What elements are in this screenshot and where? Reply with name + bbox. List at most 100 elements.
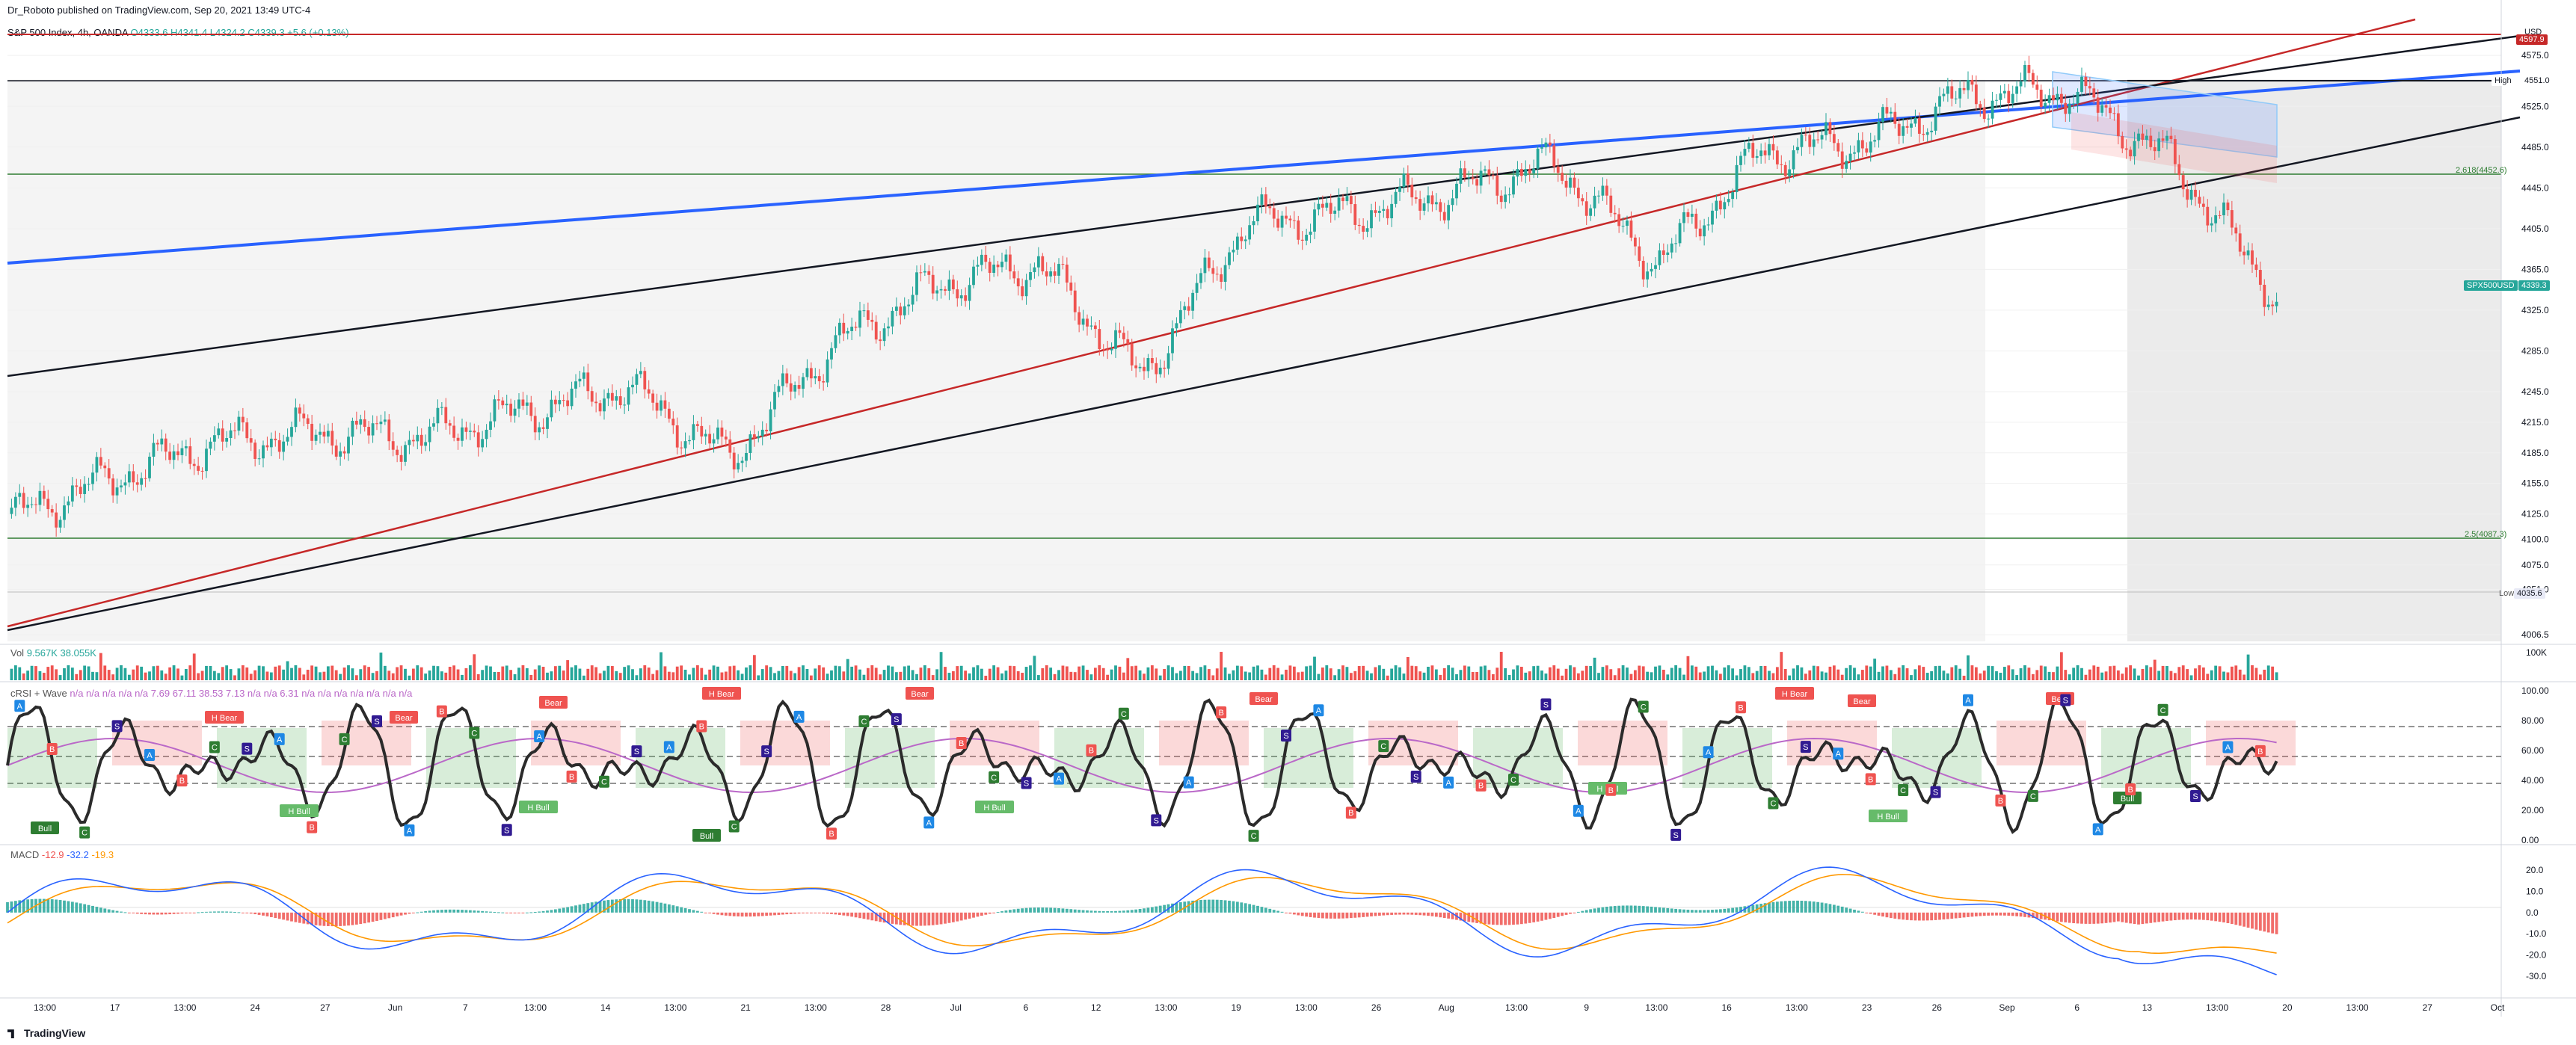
macd-hist-bar	[428, 910, 431, 913]
signal-marker-a[interactable]: A	[1833, 747, 1844, 760]
signal-marker-b[interactable]: B	[46, 742, 58, 755]
signal-marker-s[interactable]: S	[2060, 694, 2071, 706]
signal-marker-c[interactable]: C	[1638, 700, 1649, 713]
signal-marker-a[interactable]: A	[923, 816, 935, 829]
signal-marker-b[interactable]: B	[1736, 701, 1746, 714]
signal-marker-a[interactable]: A	[144, 748, 155, 761]
signal-marker-b[interactable]: B	[1995, 794, 2006, 807]
signal-marker-s[interactable]: S	[2190, 789, 2201, 802]
signal-marker-s[interactable]: S	[1930, 786, 1941, 798]
signal-marker-c[interactable]: C	[209, 741, 220, 753]
signal-marker-a[interactable]: A	[2092, 823, 2103, 836]
signal-marker-a[interactable]: A	[1573, 804, 1584, 817]
signal-marker-a[interactable]: A	[663, 741, 674, 753]
signal-marker-a[interactable]: A	[1054, 772, 1064, 785]
signal-marker-a[interactable]: A	[404, 824, 415, 836]
signal-marker-s[interactable]: S	[1670, 828, 1682, 841]
signal-marker-b[interactable]: B	[2125, 783, 2136, 795]
signal-marker-c[interactable]: C	[858, 715, 870, 727]
signal-marker-a[interactable]: A	[1443, 776, 1454, 789]
signal-marker-c[interactable]: C	[339, 733, 350, 745]
signal-marker-s[interactable]: S	[1410, 770, 1421, 783]
signal-marker-s[interactable]: S	[891, 713, 902, 726]
volume-bar	[1065, 666, 1069, 680]
signal-marker-s[interactable]: S	[1800, 741, 1811, 753]
descending-channel[interactable]	[2052, 71, 2278, 158]
tradingview-logo-icon	[7, 1029, 14, 1039]
signal-marker-a[interactable]: A	[1313, 704, 1324, 717]
signal-marker-c[interactable]: C	[469, 727, 480, 739]
signal-label-hbull[interactable]: H Bull	[280, 804, 319, 817]
signal-label-bull[interactable]: Bull	[692, 829, 721, 842]
signal-marker-c[interactable]: C	[79, 826, 90, 839]
signal-marker-s[interactable]: S	[761, 745, 772, 758]
signal-marker-c[interactable]: C	[1508, 774, 1519, 786]
signal-label-bull[interactable]: Bull	[31, 821, 59, 834]
signal-label-hbull[interactable]: H Bull	[1869, 810, 1908, 822]
signal-marker-c[interactable]: C	[1898, 784, 1909, 797]
candle-body	[1106, 349, 1110, 351]
volume-bar	[55, 669, 58, 680]
signal-marker-c[interactable]: C	[1118, 707, 1129, 720]
signal-marker-c[interactable]: C	[1768, 797, 1779, 810]
signal-marker-a[interactable]: A	[274, 733, 285, 745]
signal-marker-c[interactable]: C	[599, 775, 609, 788]
signal-marker-b[interactable]: B	[826, 827, 837, 840]
signal-marker-bg	[1930, 786, 1941, 798]
signal-marker-b[interactable]: B	[566, 770, 577, 783]
signal-label-bear[interactable]: Bear	[539, 696, 568, 709]
signal-marker-b[interactable]: B	[436, 705, 447, 718]
signal-marker-b[interactable]: B	[956, 736, 967, 749]
signal-marker-c[interactable]: C	[1248, 830, 1259, 842]
blue-trendline[interactable]	[7, 70, 2521, 265]
signal-marker-c[interactable]: C	[728, 820, 740, 833]
signal-marker-s[interactable]: S	[1021, 777, 1032, 789]
signal-label-hbull[interactable]: H Bull	[975, 801, 1014, 813]
signal-marker-b[interactable]: B	[176, 774, 188, 787]
signal-marker-b[interactable]: B	[1475, 779, 1487, 792]
signal-marker-s[interactable]: S	[1540, 698, 1552, 711]
signal-marker-a[interactable]: A	[793, 710, 805, 723]
signal-marker-a[interactable]: A	[534, 730, 545, 742]
signal-marker-bg	[1378, 740, 1389, 753]
signal-marker-a[interactable]: A	[1703, 746, 1714, 759]
signal-marker-s[interactable]: S	[242, 742, 253, 755]
red-trendline[interactable]	[7, 18, 2416, 628]
candle-body	[2153, 147, 2157, 152]
signal-label-hbear[interactable]: H Bear	[702, 687, 741, 700]
signal-label-bear[interactable]: Bear	[390, 711, 418, 724]
signal-marker-a[interactable]: A	[1963, 694, 1973, 706]
signal-marker-b[interactable]: B	[1086, 744, 1097, 756]
signal-label-hbear[interactable]: H Bear	[1775, 687, 1814, 700]
signal-label-hbull[interactable]: H Bull	[519, 801, 558, 813]
signal-marker-s[interactable]: S	[501, 824, 512, 836]
signal-marker-s[interactable]: S	[372, 715, 382, 727]
signal-marker-a[interactable]: A	[14, 700, 25, 712]
signal-marker-a[interactable]: A	[2222, 741, 2234, 753]
signal-marker-c[interactable]: C	[1378, 740, 1389, 753]
signal-marker-c[interactable]: C	[989, 771, 1000, 783]
signal-marker-a[interactable]: A	[1183, 776, 1194, 789]
candle-body	[1686, 212, 1690, 218]
signal-marker-b[interactable]: B	[307, 821, 318, 833]
signal-marker-b[interactable]: B	[696, 720, 707, 733]
signal-marker-b[interactable]: B	[1216, 706, 1227, 718]
signal-marker-s[interactable]: S	[631, 745, 642, 758]
lower-channel-line[interactable]	[7, 116, 2521, 632]
signal-marker-s[interactable]: S	[111, 720, 123, 733]
signal-label-bear[interactable]: Bear	[1848, 694, 1876, 707]
signal-marker-b[interactable]: B	[1865, 773, 1876, 786]
upper-channel-line[interactable]	[7, 34, 2521, 377]
signal-label-bear[interactable]: Bear	[1249, 692, 1278, 705]
signal-marker-s[interactable]: S	[1151, 814, 1162, 827]
signal-marker-c[interactable]: C	[2027, 789, 2038, 802]
signal-marker-s[interactable]: S	[1281, 729, 1291, 742]
signal-marker-c[interactable]: C	[2157, 703, 2168, 716]
signal-marker-b[interactable]: B	[1345, 807, 1356, 819]
macd-hist-bar	[1658, 907, 1662, 913]
signal-label-hbear[interactable]: H Bear	[205, 711, 244, 724]
signal-label-bear[interactable]: Bear	[906, 687, 934, 700]
signal-marker-b[interactable]: B	[2254, 745, 2266, 757]
signal-marker-b[interactable]: B	[1605, 783, 1617, 796]
